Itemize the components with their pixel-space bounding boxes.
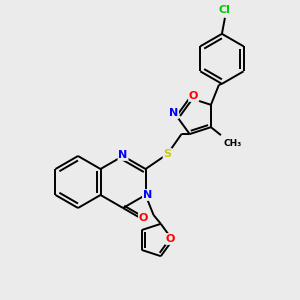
- Text: O: O: [189, 91, 198, 101]
- Text: N: N: [143, 190, 152, 200]
- Text: O: O: [139, 213, 148, 223]
- Text: Cl: Cl: [219, 5, 231, 15]
- Text: O: O: [166, 234, 175, 244]
- Text: CH₃: CH₃: [224, 139, 242, 148]
- Text: S: S: [164, 149, 172, 159]
- Text: N: N: [118, 150, 128, 160]
- Text: N: N: [169, 108, 178, 118]
